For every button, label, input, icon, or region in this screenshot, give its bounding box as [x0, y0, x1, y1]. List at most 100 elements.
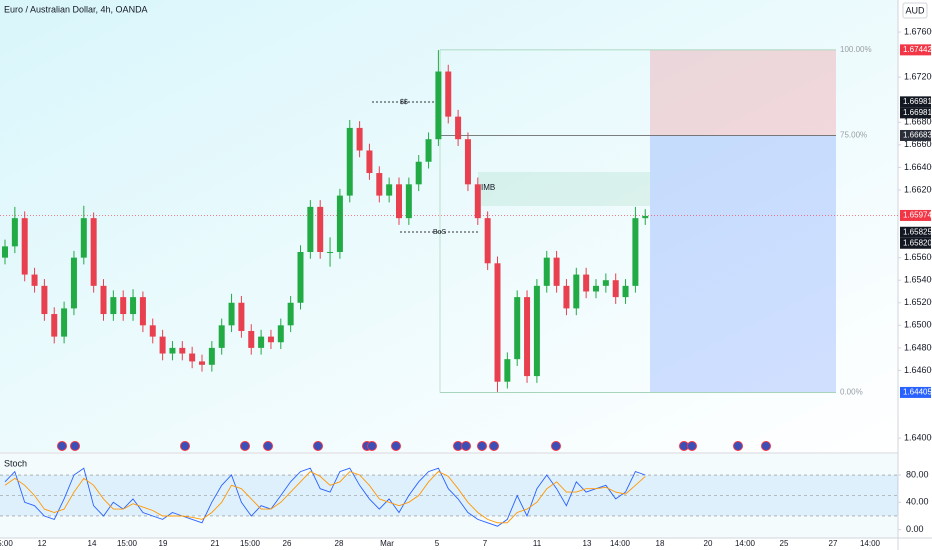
candle-body: [396, 184, 402, 219]
ss-label: $$: [400, 99, 408, 106]
indicator-pane: [0, 454, 898, 538]
candle-body: [474, 184, 481, 219]
fib-label: 100.00%: [840, 45, 872, 54]
x-tick-label: 5:00: [0, 539, 13, 548]
x-tick-label: 15:00: [117, 539, 138, 548]
y-tick-label: 1.65000: [904, 320, 932, 330]
x-tick-label: 21: [211, 539, 220, 548]
y-tick-label: 1.64000: [904, 433, 932, 443]
x-tick-label: 12: [38, 539, 47, 548]
candle-body: [642, 215, 649, 219]
candle-body: [238, 302, 245, 331]
y-tick-label: 1.66200: [904, 184, 932, 194]
event-icon: [733, 441, 743, 451]
x-tick-label: 11: [533, 539, 542, 548]
candle-body: [307, 206, 314, 253]
y-tick-label: 1.66800: [904, 117, 932, 127]
x-tick-label: 13: [583, 539, 592, 548]
x-tick-label: 14: [88, 539, 97, 548]
y-tick-label: 1.67600: [904, 26, 932, 36]
y-tick-label: 1.65200: [904, 297, 932, 307]
y-tick-label: 1.65400: [904, 275, 932, 285]
event-icon: [461, 441, 471, 451]
x-tick-label: 20: [704, 539, 713, 548]
candle-body: [31, 274, 38, 286]
candle-body: [435, 71, 442, 140]
candle-body: [425, 139, 432, 162]
price-label: 1.66981: [903, 97, 932, 106]
price-label-bg: [900, 107, 931, 119]
candle-body: [41, 285, 48, 315]
imb-label: IMB: [481, 183, 495, 192]
price-label: 1.65820: [903, 238, 932, 247]
price-label: 1.66683: [903, 131, 932, 140]
event-icon: [367, 441, 377, 451]
candle-body: [61, 308, 68, 337]
candle-body: [287, 302, 294, 326]
price-label: 1.67442: [903, 45, 932, 54]
candle-body: [356, 127, 363, 151]
candle-body: [248, 330, 255, 348]
indicator-name: Stoch: [4, 458, 27, 468]
candle-body: [159, 336, 166, 354]
price-label: 1.65825: [903, 227, 932, 236]
candle-body: [533, 285, 540, 377]
stoch-line: [4, 467, 646, 527]
candle-body: [632, 218, 639, 286]
candle-body: [514, 297, 521, 360]
candle-body: [464, 139, 471, 185]
currency[interactable]: AUD: [905, 5, 925, 15]
candle-body: [2, 246, 8, 258]
event-icon: [57, 441, 67, 451]
price-label-bg: [900, 226, 931, 238]
price-label-bg: [900, 96, 931, 108]
x-tick-label: 14:00: [735, 539, 756, 548]
x-tick-label: 7: [483, 539, 488, 548]
stoch-line: [4, 471, 646, 524]
candle-body: [524, 297, 531, 377]
price-label: 1.64405: [903, 388, 932, 397]
candle-body: [553, 257, 560, 286]
imb-box: [478, 172, 650, 206]
event-icon: [551, 441, 561, 451]
bos-label: BoS: [433, 229, 447, 236]
x-tick-label: 27: [829, 539, 838, 548]
x-tick-label: 28: [335, 539, 344, 548]
candle-body: [179, 347, 186, 354]
x-tick-label: 18: [656, 539, 665, 548]
candle-body: [100, 285, 107, 315]
event-icon: [489, 441, 499, 451]
candle-body: [376, 173, 383, 196]
candle-body: [218, 325, 225, 348]
candle-body: [277, 325, 284, 343]
y-tick-label: 1.66600: [904, 139, 932, 149]
price-label-bg: [900, 386, 931, 398]
candle-body: [120, 297, 127, 315]
stop-zone: [650, 49, 836, 136]
candle-body: [130, 297, 137, 315]
candle-body: [494, 263, 501, 382]
candle-body: [593, 285, 599, 292]
candle-body: [258, 336, 265, 348]
event-icon: [391, 441, 401, 451]
price-label-bg: [900, 237, 931, 249]
price-label: 1.65974: [903, 211, 932, 220]
x-tick-label: 14:00: [610, 539, 631, 548]
candle-body: [612, 280, 619, 298]
y-tick-label: 1.64800: [904, 342, 932, 352]
candle-body: [189, 353, 196, 362]
candle-body: [297, 252, 304, 303]
currency-box[interactable]: [902, 2, 928, 19]
candle-body: [386, 184, 393, 196]
candle-body: [622, 285, 629, 298]
candle-body: [583, 274, 590, 292]
y-tick-label: 1.66400: [904, 162, 932, 172]
target-zone: [650, 135, 836, 393]
candle-body: [415, 161, 422, 185]
candle-body: [405, 184, 412, 219]
event-icon: [70, 441, 80, 451]
event-icon: [313, 441, 323, 451]
x-tick-label: 14:00: [860, 539, 881, 548]
candle-body: [169, 347, 176, 354]
y-tick-label: 80.00: [906, 469, 929, 479]
